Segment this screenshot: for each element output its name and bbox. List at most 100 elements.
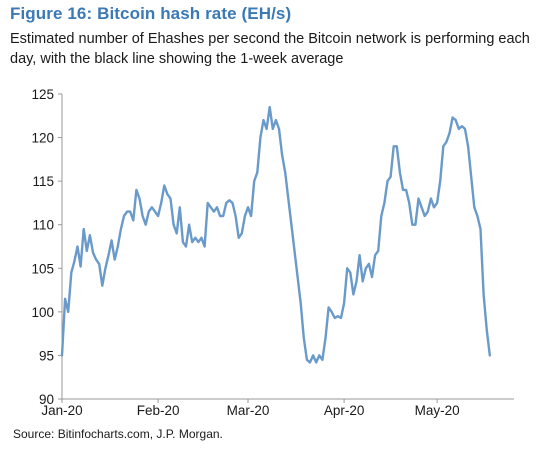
hash-rate-data-point — [293, 250, 296, 252]
hash-rate-data-point — [377, 250, 379, 252]
hash-rate-data-point — [458, 128, 460, 130]
hash-rate-data-point — [408, 202, 410, 204]
y-tick-label: 110 — [32, 218, 54, 233]
hash-rate-data-point — [219, 215, 221, 217]
hash-rate-data-point — [343, 302, 345, 304]
hash-rate-data-point — [169, 198, 172, 200]
hash-rate-data-point — [414, 224, 416, 226]
hash-rate-data-point — [262, 119, 265, 121]
hash-rate-data-point — [176, 232, 178, 234]
hash-rate-data-point — [427, 211, 429, 213]
hash-rate-data-point — [275, 119, 277, 121]
hash-rate-data-point — [213, 211, 215, 213]
hash-rate-data-point — [417, 198, 420, 200]
hash-rate-data-point — [433, 206, 435, 208]
hash-rate-data-point — [111, 239, 113, 241]
hash-rate-data-point — [129, 211, 131, 213]
y-axis-ticks: 90 95 100 105 110 115 120 125 — [31, 87, 62, 407]
hash-rate-data-point — [476, 215, 478, 217]
hash-rate-data-point — [278, 128, 280, 130]
hash-rate-data-point — [297, 276, 299, 278]
hash-rate-data-point — [259, 137, 261, 139]
hash-rate-data-point — [86, 250, 88, 252]
hash-rate-data-point — [455, 119, 457, 121]
hash-rate-data-point — [374, 254, 376, 256]
hash-rate-data-point — [197, 241, 199, 243]
hash-rate-data-point — [95, 259, 97, 261]
hash-rate-data-point — [321, 359, 323, 361]
hash-rate-data-point — [160, 202, 162, 204]
hash-rate-data-point — [393, 145, 395, 147]
hash-rate-data-point — [250, 215, 252, 217]
hash-rate-data-point — [256, 171, 258, 173]
hash-rate-data-point — [76, 245, 79, 248]
x-tick-label: Mar-20 — [227, 403, 270, 418]
chart-series — [60, 105, 491, 364]
hash-rate-data-point — [269, 106, 271, 108]
hash-rate-data-point — [98, 263, 100, 265]
y-tick-label: 105 — [31, 261, 54, 276]
hash-rate-data-point — [104, 267, 106, 269]
hash-rate-data-point — [287, 198, 289, 200]
hash-rate-data-point — [107, 254, 110, 256]
hash-rate-data-point — [142, 215, 144, 217]
hash-rate-data-point — [483, 293, 485, 295]
hash-rate-data-point — [200, 237, 203, 239]
hash-rate-data-point — [352, 293, 354, 295]
hash-rate-data-point — [300, 302, 302, 304]
chart-subtitle: Estimated number of Ehashes per second t… — [10, 31, 530, 67]
hash-rate-data-point — [303, 337, 305, 339]
hash-rate-data-point — [340, 317, 342, 319]
hash-rate-data-point — [266, 128, 268, 130]
hash-rate-data-point — [439, 180, 441, 182]
hash-rate-data-point — [489, 354, 491, 356]
hash-rate-data-point — [359, 254, 361, 256]
hash-rate-data-point — [244, 215, 246, 217]
y-tick-label: 90 — [39, 392, 54, 407]
x-axis-ticks: Jan-20 Feb-20 Mar-20 Apr-20 May-20 — [41, 399, 460, 418]
y-tick-label: 100 — [31, 305, 54, 320]
chart-title: Figure 16: Bitcoin hash rate (EH/s) — [10, 4, 292, 23]
hash-rate-data-point — [290, 224, 292, 226]
hash-rate-data-point — [424, 215, 426, 217]
hash-rate-data-point — [390, 176, 392, 178]
y-tick-label: 95 — [39, 348, 54, 363]
hash-rate-data-point — [166, 193, 168, 195]
hash-rate-data-point — [80, 265, 82, 268]
hash-rate-data-point — [473, 206, 475, 208]
hash-rate-data-point — [430, 198, 432, 200]
hash-rate-data-point — [411, 224, 413, 226]
hash-rate-data-point — [194, 237, 196, 239]
hash-rate-data-point — [92, 252, 94, 254]
hash-rate-data-point — [225, 202, 227, 204]
hash-rate-data-point — [73, 260, 75, 262]
hash-rate-data-point — [315, 361, 317, 363]
hash-rate-data-point — [464, 128, 466, 130]
hash-rate-data-point — [386, 180, 389, 182]
hash-rate-data-point — [83, 228, 85, 230]
hash-rate-data-point — [452, 116, 454, 119]
hash-rate-data-point — [204, 245, 206, 248]
hash-rate-data-point — [346, 267, 348, 269]
hash-rate-data-point — [421, 206, 423, 208]
hash-rate-data-point — [70, 272, 72, 274]
hash-rate-data-point — [371, 276, 373, 278]
hash-rate-data-point — [188, 224, 190, 226]
hash-rate-data-point — [328, 306, 330, 309]
hash-rate-data-point — [157, 215, 159, 217]
hash-rate-data-point — [312, 354, 314, 356]
hash-rate-data-point — [241, 232, 243, 234]
hash-rate-series-line — [60, 105, 491, 364]
hash-rate-data-point — [207, 202, 209, 204]
hash-rate-data-point — [436, 202, 438, 204]
hash-rate-data-point — [145, 224, 147, 226]
y-tick-label: 115 — [32, 174, 54, 189]
hash-rate-data-point — [231, 202, 234, 204]
hash-rate-data-point — [185, 245, 187, 248]
hash-rate-data-point — [337, 315, 339, 317]
hash-rate-data-point — [284, 171, 286, 173]
hash-rate-data-point — [222, 215, 224, 217]
hash-rate-data-point — [135, 189, 137, 191]
hash-rate-data-point — [272, 128, 274, 130]
